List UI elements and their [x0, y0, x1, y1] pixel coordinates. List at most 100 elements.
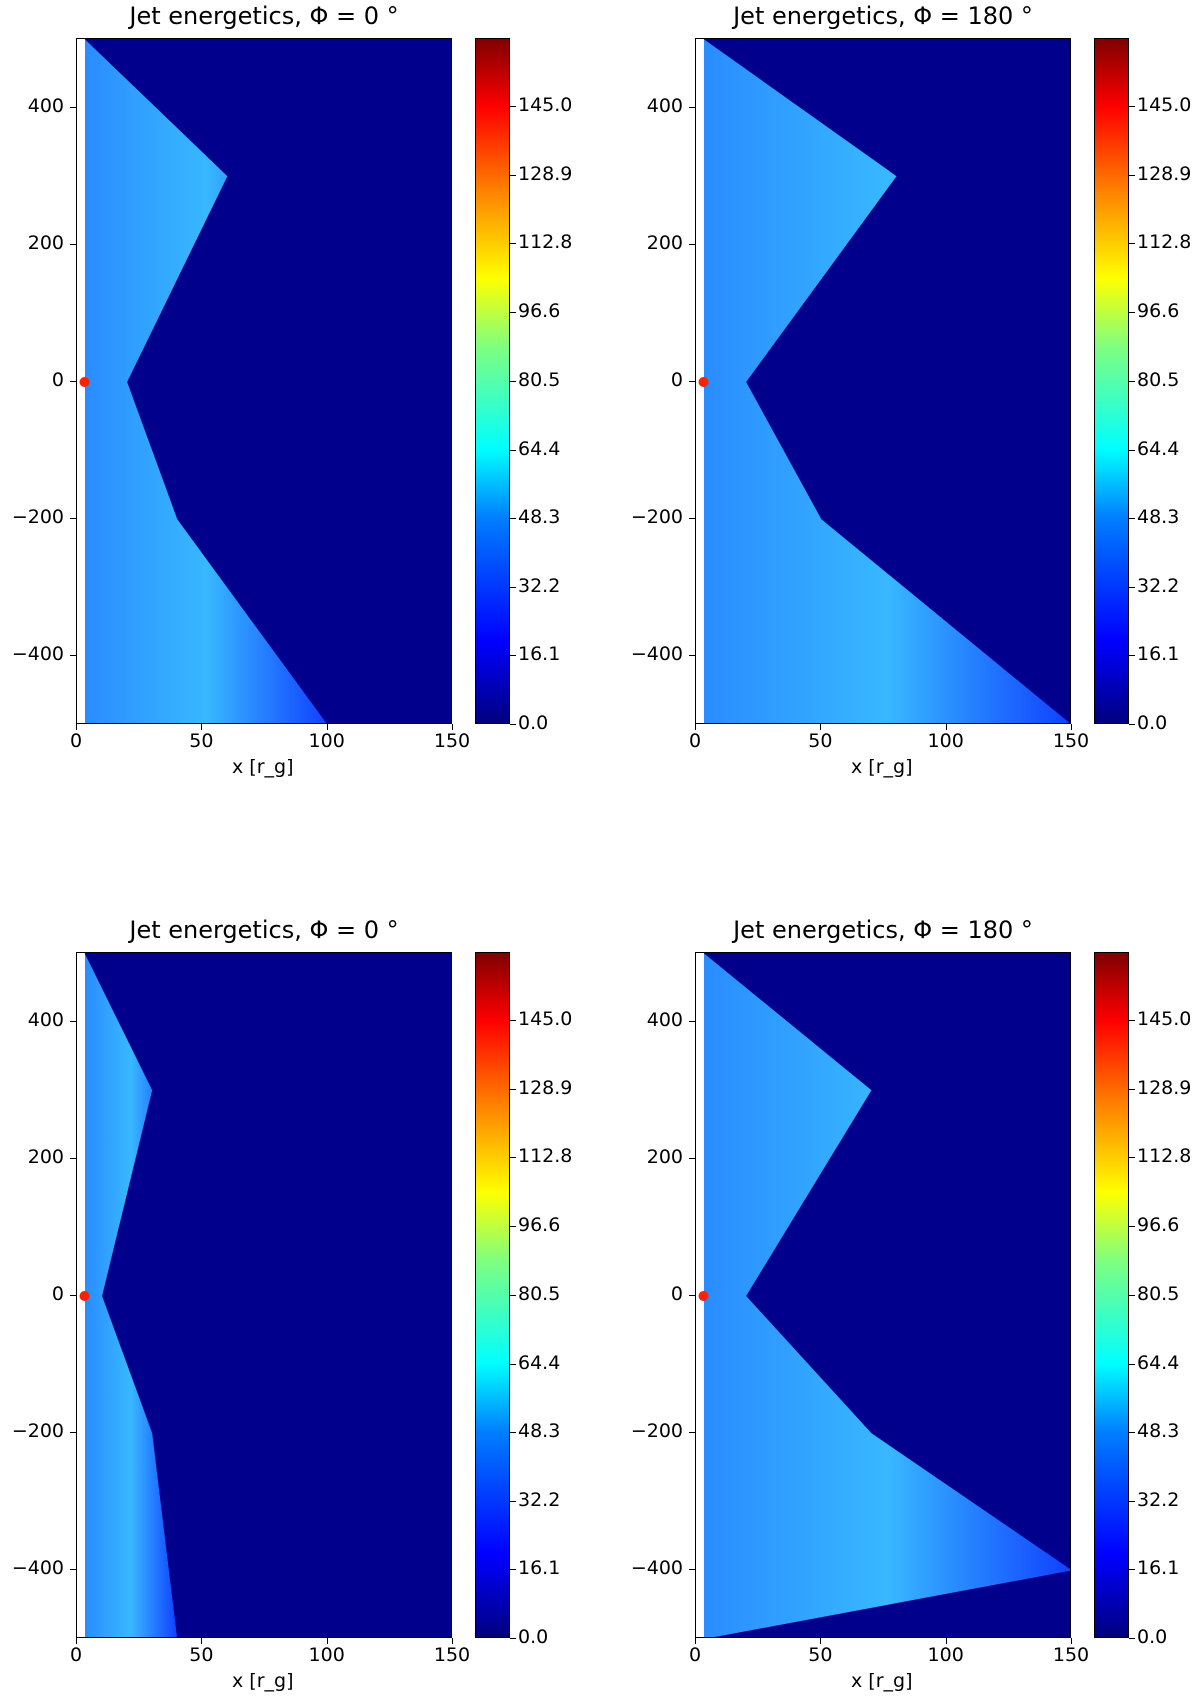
jet-core-hotspot: [79, 1291, 90, 1301]
y-tick-mark: [70, 1432, 76, 1434]
heatmap-plot-area: [695, 38, 1071, 724]
colorbar-tick-mark: [510, 1020, 516, 1022]
colorbar-tick-label: 145.0: [1137, 1008, 1192, 1031]
x-tick-label: 100: [308, 730, 345, 752]
y-tick-mark: [689, 1295, 695, 1296]
x-tick-mark: [76, 1638, 77, 1644]
colorbar-tick-mark: [510, 1088, 516, 1090]
y-tick-mark: [689, 1569, 695, 1571]
colorbar-tick-mark: [510, 1638, 516, 1639]
y-tick-mark: [70, 518, 76, 520]
colorbar-tick-mark: [510, 655, 516, 657]
y-tick-mark: [70, 1569, 76, 1571]
colorbar-tick-mark: [510, 312, 516, 314]
jet-heatmap-svg: [696, 39, 1070, 723]
y-tick-label: −400: [630, 643, 683, 666]
colorbar-tick-mark: [1129, 1157, 1135, 1159]
x-tick-mark: [1071, 1638, 1072, 1644]
y-tick-label: −200: [630, 506, 683, 529]
y-tick-mark: [689, 518, 695, 520]
y-tick-label: 400: [646, 1008, 683, 1031]
colorbar-tick-mark: [510, 724, 516, 725]
colorbar-tick-mark: [510, 1569, 516, 1571]
colorbar-tick-label: 0.0: [1137, 712, 1168, 734]
y-tick-mark: [70, 1295, 76, 1296]
colorbar-tick-mark: [1129, 1569, 1135, 1571]
x-tick-label: 0: [69, 730, 83, 752]
y-tick-label: 0: [670, 369, 683, 391]
colorbar-tick-label: 96.6: [518, 300, 561, 323]
x-tick-mark: [201, 724, 203, 730]
colorbar-tick-mark: [1129, 243, 1135, 245]
colorbar-tick-mark: [1129, 655, 1135, 657]
colorbar-tick-label: 32.2: [518, 1488, 561, 1511]
x-tick-label: 150: [1052, 1644, 1090, 1666]
colorbar-tick-mark: [510, 449, 516, 451]
heatmap-plot-area: [76, 38, 452, 724]
chart-title: Jet energetics, Φ = 180 °: [733, 916, 1033, 944]
colorbar-tick-mark: [1129, 586, 1135, 588]
heatmap-plot-area: [695, 952, 1071, 1638]
y-tick-mark: [689, 243, 695, 245]
colorbar-tick-mark: [1129, 1432, 1135, 1434]
colorbar-tick-label: 128.9: [518, 162, 573, 185]
y-tick-label: 200: [27, 1145, 64, 1168]
x-axis-label: x [r_g]: [851, 1670, 913, 1692]
x-tick-mark: [452, 724, 453, 730]
x-tick-mark: [201, 1638, 203, 1644]
y-tick-mark: [70, 243, 76, 245]
x-tick-label: 0: [688, 1644, 702, 1666]
y-tick-mark: [689, 106, 695, 108]
colorbar-tick-mark: [1129, 1638, 1135, 1639]
y-tick-label: 200: [646, 231, 683, 254]
x-axis-label: x [r_g]: [851, 756, 913, 778]
y-tick-label: 0: [670, 1283, 683, 1305]
colorbar-tick-mark: [510, 243, 516, 245]
colorbar-tick-mark: [510, 381, 516, 382]
x-tick-label: 50: [189, 730, 214, 752]
y-tick-label: 0: [51, 369, 64, 391]
colorbar: [475, 952, 510, 1638]
x-tick-mark: [76, 724, 77, 730]
colorbar-tick-label: 80.5: [518, 1283, 561, 1305]
colorbar-tick-label: 16.1: [518, 1557, 561, 1580]
colorbar-tick-label: 16.1: [518, 643, 561, 666]
colorbar-tick-label: 112.8: [1137, 231, 1192, 254]
y-tick-mark: [689, 1157, 695, 1159]
y-tick-label: −200: [630, 1420, 683, 1443]
colorbar-tick-mark: [1129, 174, 1135, 176]
x-tick-label: 0: [69, 1644, 83, 1666]
x-tick-mark: [326, 1638, 328, 1644]
x-tick-label: 100: [308, 1644, 345, 1666]
y-tick-label: 400: [27, 94, 64, 117]
colorbar-tick-mark: [510, 1226, 516, 1228]
jet-envelope: [703, 953, 1070, 1637]
colorbar-tick-label: 0.0: [1137, 1626, 1168, 1648]
y-tick-label: −200: [11, 1420, 64, 1443]
colorbar-tick-mark: [1129, 1363, 1135, 1365]
colorbar-tick-mark: [1129, 518, 1135, 520]
colorbar-tick-label: 80.5: [518, 369, 561, 391]
colorbar-tick-mark: [1129, 312, 1135, 314]
colorbar-tick-mark: [510, 1432, 516, 1434]
colorbar-tick-label: 32.2: [518, 574, 561, 597]
colorbar-tick-label: 128.9: [518, 1076, 573, 1099]
colorbar-tick-mark: [510, 174, 516, 176]
colorbar-tick-mark: [1129, 106, 1135, 108]
colorbar-tick-mark: [1129, 1295, 1135, 1296]
x-tick-mark: [945, 1638, 947, 1644]
x-axis-label: x [r_g]: [232, 756, 294, 778]
colorbar-tick-mark: [1129, 1500, 1135, 1502]
x-tick-mark: [1071, 724, 1072, 730]
x-tick-mark: [820, 724, 822, 730]
jet-envelope: [84, 953, 178, 1637]
colorbar-tick-mark: [510, 106, 516, 108]
colorbar-tick-mark: [510, 586, 516, 588]
x-tick-label: 150: [433, 1644, 471, 1666]
colorbar-tick-label: 145.0: [518, 1008, 573, 1031]
colorbar-tick-label: 96.6: [518, 1214, 561, 1237]
colorbar-tick-label: 48.3: [1137, 506, 1180, 529]
jet-core-hotspot: [698, 377, 709, 387]
colorbar-tick-label: 48.3: [518, 1420, 561, 1443]
y-tick-label: 400: [27, 1008, 64, 1031]
